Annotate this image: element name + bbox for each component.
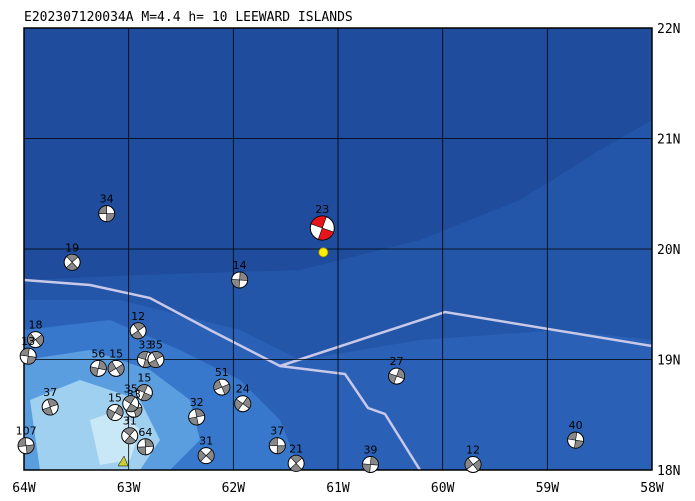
focal-mechanism [231,271,249,289]
beachball-quadrant [137,438,154,456]
event-label: 18 [29,319,43,332]
event-label: 15 [108,392,122,405]
beachball-quadrant [42,398,59,416]
focal-mechanism [135,384,153,402]
event-label: 56 [91,347,105,360]
beachball-quadrant [197,449,215,462]
event-label: 21 [289,442,303,455]
event-label: 23 [315,203,329,216]
focal-mechanism [268,437,286,455]
map-title: E202307120034A M=4.4 h= 10 LEEWARD ISLAN… [24,10,353,25]
event-label: 12 [131,310,145,323]
beachball-quadrant [107,361,125,376]
lon-tick-label: 60W [431,481,455,496]
beachball-quadrant [123,395,138,412]
focal-mechanism [106,404,124,422]
beachball-quadrant [131,322,146,340]
focal-mechanism [388,367,406,385]
event-label: 31 [199,435,213,448]
event-label: 33 [138,339,152,352]
event-label: 37 [270,425,284,438]
beachball-quadrant [268,437,286,454]
beachball-quadrant [464,457,482,472]
event-label: 14 [233,259,247,272]
beachball-quadrant [136,384,153,401]
beachball-quadrant [213,379,231,395]
beachball-quadrant [188,408,205,426]
lon-tick-label: 61W [326,481,350,496]
lat-tick-label: 18N [657,464,680,479]
focal-mechanism [27,331,45,349]
event-label: 35 [149,339,163,352]
focal-mechanism [147,351,165,368]
beachball-quadrant [98,205,115,222]
event-label: 12 [466,443,480,456]
focal-mechanism [107,359,125,377]
focal-mechanism [17,437,35,455]
beachball-quadrant [106,405,124,421]
focal-mechanism [567,431,585,449]
event-label: 15 [109,347,123,360]
lon-tick-label: 58W [640,481,664,496]
beachball-quadrant [19,347,37,365]
beachball-quadrant [567,431,584,449]
event-label: 40 [569,419,583,432]
beachball-quadrant [362,456,379,473]
beachball-quadrant [289,455,303,472]
lon-tick-label: 59W [536,481,560,496]
event-label: 15 [137,372,151,385]
focal-mechanism [361,455,379,473]
event-label: 35 [124,383,138,396]
lat-tick-label: 22N [657,22,680,37]
event-label: 64 [138,426,152,439]
focal-mechanism [197,447,215,465]
event-label: 19 [65,241,79,254]
event-label: 24 [236,383,250,396]
lat-tick-label: 21N [657,133,680,148]
beachball-quadrant [234,396,252,411]
lat-tick-label: 20N [657,243,680,258]
event-label: 51 [215,366,229,379]
focal-mechanism [98,205,116,223]
focal-mechanism [89,359,107,377]
event-label: 107 [16,425,37,438]
beachball-quadrant [90,360,107,377]
beachball-quadrant [310,215,334,241]
focal-mechanism [121,427,139,445]
event-label: 31 [123,415,137,428]
focal-mechanism [188,408,206,426]
lon-tick-label: 64W [12,481,36,496]
focal-mechanism [287,454,305,472]
beachball-quadrant [123,427,137,445]
beachball-quadrant [231,271,248,289]
focal-mechanism [234,395,252,413]
event-label: 32 [190,396,204,409]
epicenter [318,247,329,258]
focal-mechanism [19,347,37,365]
focal-mechanism [309,215,335,241]
event-label: 39 [363,443,377,456]
beachball-quadrant [27,332,44,347]
event-label: 13 [21,335,35,348]
event-label: 34 [100,193,114,206]
lon-tick-label: 63W [117,481,141,496]
beachball-quadrant [388,368,405,384]
event-label: 37 [43,386,57,399]
focal-mechanism [213,378,231,396]
beachball-quadrant [65,253,79,271]
focal-mechanism [129,322,147,340]
beachball-quadrant [148,351,164,368]
lon-tick-label: 62W [222,481,246,496]
event-label: 27 [390,355,404,368]
lat-tick-label: 19N [657,354,680,369]
focal-mechanism [136,438,154,456]
focal-mechanism [63,253,81,271]
focal-mechanism [122,395,140,413]
beachball-quadrant [17,437,35,454]
focal-mechanism [41,398,59,416]
focal-mechanism [464,455,482,473]
